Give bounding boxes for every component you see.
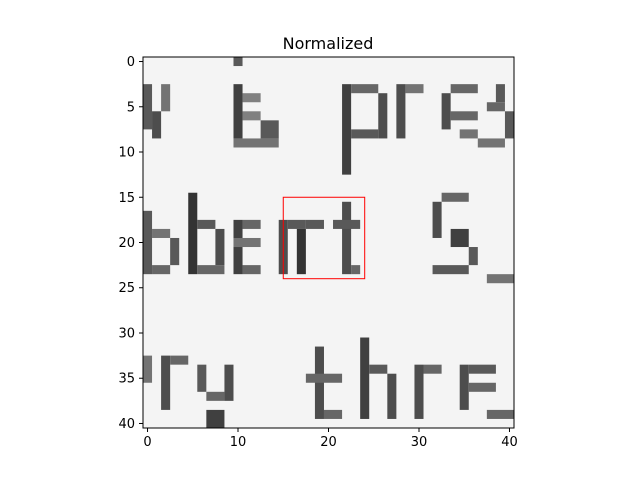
heatmap-stroke [477, 138, 505, 148]
heatmap-stroke [287, 219, 306, 229]
heatmap-stroke [486, 102, 505, 112]
plot-area [142, 56, 515, 429]
heatmap-stroke [396, 84, 406, 139]
heatmap-stroke [260, 120, 279, 139]
chart-title: Normalized [283, 34, 374, 53]
heatmap-stroke [242, 265, 261, 275]
x-tick-label: 40 [501, 435, 518, 450]
y-tick-label: 35 [118, 372, 135, 387]
heatmap-stroke [242, 219, 261, 229]
heatmap-stroke [170, 355, 189, 365]
heatmap-stroke [161, 84, 171, 112]
y-tick-label: 20 [118, 236, 135, 251]
heatmap-stroke [405, 84, 424, 94]
heatmap-stroke [224, 364, 234, 401]
heatmap-stroke [188, 192, 198, 275]
heatmap-stroke [242, 111, 261, 121]
heatmap-stroke [143, 355, 153, 383]
heatmap-stroke [450, 84, 478, 94]
heatmap-stroke [161, 355, 171, 410]
y-tick-label: 10 [118, 146, 135, 161]
heatmap-stroke [486, 409, 514, 419]
heatmap-stroke [305, 373, 343, 383]
y-tick-label: 0 [127, 55, 135, 70]
heatmap-stroke [143, 84, 153, 130]
heatmap-stroke [468, 247, 478, 266]
heatmap-stroke [152, 111, 162, 139]
heatmap-stroke [152, 228, 171, 238]
heatmap-text-strokes [143, 57, 514, 428]
heatmap-stroke [432, 201, 442, 238]
heatmap-stroke [333, 219, 361, 229]
heatmap-stroke [351, 129, 379, 139]
heatmap-stroke [360, 337, 370, 419]
heatmap-stroke [206, 391, 225, 401]
heatmap-stroke [441, 93, 451, 130]
heatmap-stroke [351, 265, 361, 275]
heatmap-stroke [296, 228, 306, 275]
y-tick-label: 40 [118, 417, 135, 432]
heatmap-stroke [387, 373, 397, 419]
heatmap-stroke [242, 93, 261, 103]
y-tick-label: 5 [127, 100, 135, 115]
heatmap-stroke [143, 210, 153, 275]
x-tick-label: 20 [320, 435, 337, 450]
x-axis: 0 10 20 30 40 [143, 428, 518, 450]
heatmap-stroke [233, 57, 243, 67]
heatmap-stroke [233, 138, 279, 148]
x-tick-label: 30 [411, 435, 428, 450]
heatmap-stroke [197, 265, 225, 275]
heatmap-stroke [423, 364, 442, 374]
heatmap-stroke [441, 192, 469, 202]
heatmap-stroke [170, 237, 180, 266]
heatmap-stroke [305, 219, 324, 229]
x-tick-label: 0 [143, 435, 151, 450]
heatmap-stroke [459, 129, 478, 139]
heatmap-stroke [233, 237, 261, 248]
heatmap-stroke [378, 93, 388, 139]
heatmap-stroke [152, 265, 171, 275]
y-axis: 0 5 10 15 20 25 30 35 40 [118, 55, 143, 432]
heatmap-stroke [323, 409, 343, 419]
heatmap-stroke [432, 265, 469, 275]
heatmap-stroke [215, 228, 225, 266]
heatmap-stroke [351, 84, 379, 94]
heatmap-stroke [450, 228, 469, 248]
heatmap-stroke [342, 201, 352, 275]
heatmap-stroke [233, 84, 243, 139]
heatmap-stroke [342, 84, 352, 175]
heatmap-stroke [459, 364, 469, 410]
heatmap-stroke [369, 364, 388, 374]
heatmap-stroke [450, 111, 478, 121]
highlight-box [282, 196, 366, 280]
y-tick-label: 25 [118, 281, 135, 296]
heatmap-stroke [495, 84, 505, 103]
heatmap-stroke [414, 364, 424, 419]
heatmap-stroke [206, 409, 225, 428]
x-tick-label: 10 [230, 435, 247, 450]
heatmap-stroke [197, 364, 207, 392]
heatmap-stroke [197, 219, 216, 229]
heatmap-stroke [486, 274, 514, 284]
y-tick-label: 15 [118, 191, 135, 206]
heatmap-stroke [468, 382, 496, 392]
y-tick-label: 30 [118, 326, 135, 341]
heatmap-stroke [468, 364, 496, 374]
heatmap-stroke [504, 111, 514, 139]
